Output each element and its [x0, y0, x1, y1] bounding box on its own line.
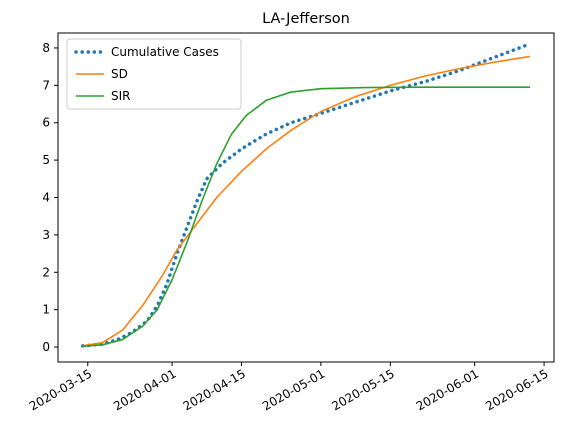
- legend-box: [66, 38, 242, 110]
- x-tick-label-4: 2020-05-15: [329, 366, 396, 413]
- y-tick-label-7: 7: [42, 78, 50, 92]
- y-tick-label-6: 6: [42, 116, 50, 130]
- plot-lines: [81, 42, 531, 348]
- x-tick-label-2: 2020-04-15: [181, 366, 248, 413]
- x-tick-label-3: 2020-05-01: [260, 366, 327, 413]
- y-tick-label-5: 5: [42, 153, 50, 167]
- x-axis: 2020-03-15 2020-04-01 2020-04-15 2020-05-01…: [27, 362, 551, 413]
- series-line-0: [81, 42, 531, 348]
- legend-label-1: SD: [111, 67, 128, 81]
- y-tick-label-2: 2: [42, 265, 50, 279]
- x-tick-label-0: 2020-03-15: [27, 366, 94, 413]
- chart-title: LA-Jefferson: [262, 11, 350, 27]
- y-axis: 0 1 2 3 4 5 6 7 8: [42, 41, 58, 354]
- series-line-1: [81, 55, 531, 347]
- y-tick-label-3: 3: [42, 228, 50, 242]
- y-tick-label-4: 4: [42, 191, 50, 205]
- y-tick-label-8: 8: [42, 41, 50, 55]
- x-tick-label-1: 2020-04-01: [111, 366, 178, 413]
- legend-label-2: SIR: [111, 89, 131, 103]
- x-tick-label-6: 2020-06-15: [483, 366, 550, 413]
- legend-label-0: Cumulative Cases: [111, 45, 219, 59]
- x-tick-label-5: 2020-06-01: [414, 366, 481, 413]
- legend: Cumulative Cases SD SIR: [66, 38, 242, 110]
- y-tick-label-1: 1: [42, 303, 50, 317]
- y-tick-label-0: 0: [42, 340, 50, 354]
- series-line-2: [81, 86, 530, 348]
